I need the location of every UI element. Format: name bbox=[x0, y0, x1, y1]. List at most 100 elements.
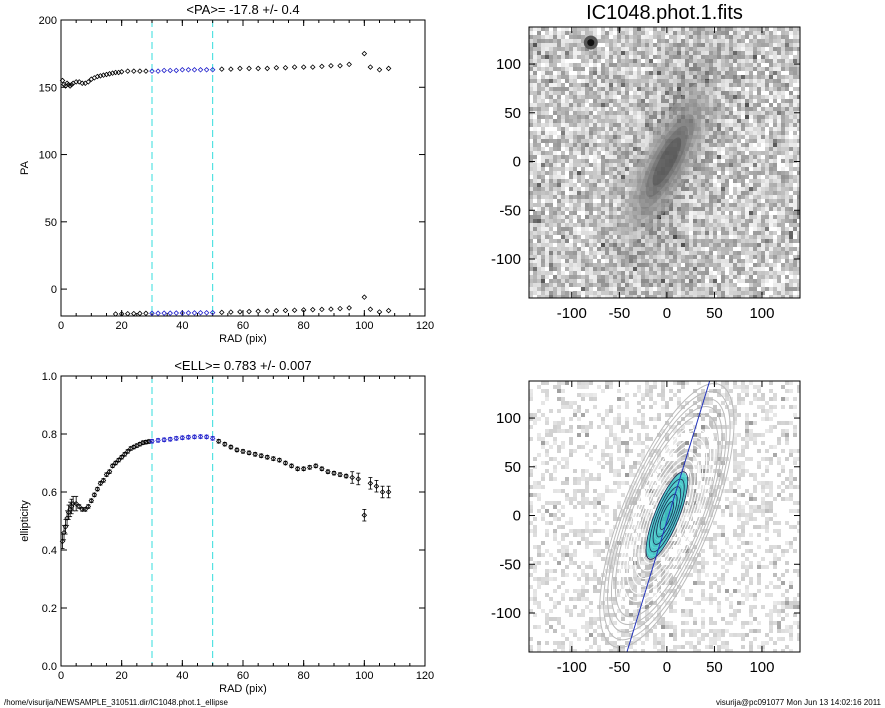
data-point bbox=[222, 441, 228, 447]
data-point bbox=[197, 67, 204, 73]
data-point bbox=[85, 503, 92, 510]
data-point bbox=[306, 464, 313, 471]
x-tick-label: 40 bbox=[176, 320, 188, 332]
y-tick-label: -100 bbox=[491, 251, 521, 268]
data-point bbox=[264, 454, 271, 460]
x-tick-label: 60 bbox=[237, 320, 249, 332]
inner-contour bbox=[645, 471, 689, 560]
data-point bbox=[215, 438, 222, 445]
galaxy-core bbox=[618, 79, 716, 244]
galaxy-core bbox=[632, 102, 702, 221]
x-axis-label: RAD (pix) bbox=[219, 333, 267, 345]
x-tick-label: 60 bbox=[237, 670, 249, 682]
data-point bbox=[282, 307, 289, 314]
data-point bbox=[59, 77, 66, 84]
y-tick-label: 0.8 bbox=[42, 429, 57, 441]
data-point bbox=[237, 65, 243, 72]
data-point bbox=[97, 480, 104, 487]
data-point bbox=[137, 310, 143, 317]
data-point bbox=[79, 506, 85, 513]
x-tick-label: 80 bbox=[298, 320, 310, 332]
data-point bbox=[118, 454, 125, 460]
data-point bbox=[106, 468, 113, 475]
data-point bbox=[167, 310, 173, 316]
data-point bbox=[185, 310, 192, 316]
data-point bbox=[209, 67, 216, 73]
data-point bbox=[276, 457, 283, 463]
data-point bbox=[68, 503, 75, 510]
data-point bbox=[319, 466, 325, 472]
x-tick-label: 120 bbox=[416, 320, 434, 332]
isophote-contour bbox=[634, 452, 700, 580]
data-point bbox=[100, 477, 107, 484]
data-point bbox=[376, 67, 383, 73]
data-point bbox=[70, 500, 76, 507]
data-point bbox=[82, 506, 89, 513]
data-point bbox=[228, 309, 234, 315]
data-point bbox=[173, 435, 180, 442]
data-point bbox=[203, 67, 210, 73]
data-point bbox=[373, 483, 380, 489]
data-point bbox=[273, 64, 280, 71]
plot-panel-3: 0 20 40 60 80 100 120 0.0 0.2 0.4 0.6 0.8 1.0 <ELL>= … bbox=[19, 358, 434, 695]
data-point bbox=[143, 439, 149, 445]
data-point bbox=[367, 64, 374, 70]
data-point bbox=[361, 294, 368, 300]
data-point bbox=[149, 310, 155, 317]
data-point bbox=[140, 439, 146, 446]
data-point bbox=[300, 64, 307, 70]
x-tick-label: -50 bbox=[608, 659, 630, 676]
y-tick-label: 100 bbox=[496, 410, 521, 427]
x-tick-label: 100 bbox=[749, 659, 774, 676]
data-point bbox=[379, 489, 386, 495]
data-point bbox=[167, 67, 173, 74]
image-title: IC1048.phot.1.fits bbox=[586, 2, 743, 24]
data-point bbox=[137, 68, 143, 74]
isophote-contour bbox=[618, 421, 715, 610]
panel-title: <PA>= -17.8 +/- 0.4 bbox=[186, 2, 299, 17]
y-tick-label: -50 bbox=[499, 202, 521, 219]
data-point bbox=[73, 79, 79, 85]
data-point bbox=[264, 65, 271, 72]
data-point bbox=[197, 310, 204, 316]
x-tick-label: -100 bbox=[557, 305, 587, 322]
data-point bbox=[118, 69, 125, 75]
data-point bbox=[282, 460, 289, 466]
data-point bbox=[361, 512, 368, 518]
data-point bbox=[112, 460, 119, 466]
data-point bbox=[106, 71, 113, 77]
data-point bbox=[121, 451, 128, 458]
data-point bbox=[228, 66, 234, 72]
y-tick-label: 0 bbox=[513, 508, 521, 525]
data-point bbox=[255, 308, 261, 315]
data-point bbox=[73, 500, 79, 507]
y-tick-label: -50 bbox=[499, 556, 521, 573]
data-point bbox=[367, 480, 374, 487]
data-point bbox=[179, 435, 186, 441]
data-point bbox=[118, 311, 125, 317]
data-point bbox=[167, 436, 173, 442]
data-point bbox=[328, 306, 334, 312]
data-point bbox=[349, 474, 355, 481]
data-point bbox=[88, 497, 95, 504]
data-point bbox=[310, 306, 316, 313]
data-point bbox=[149, 68, 155, 74]
data-point bbox=[376, 309, 383, 315]
x-tick-label: 100 bbox=[749, 305, 774, 322]
x-tick-label: 40 bbox=[176, 670, 188, 682]
data-point bbox=[291, 307, 298, 313]
data-point bbox=[179, 310, 186, 316]
x-tick-label: -50 bbox=[608, 305, 630, 322]
data-point bbox=[91, 492, 98, 498]
isophote-contour bbox=[614, 413, 719, 618]
x-tick-label: 100 bbox=[355, 670, 373, 682]
data-point bbox=[155, 310, 161, 317]
data-point bbox=[124, 310, 131, 317]
data-point bbox=[310, 64, 316, 70]
data-point bbox=[258, 452, 264, 459]
data-point bbox=[131, 310, 137, 317]
data-point bbox=[112, 69, 119, 76]
data-point bbox=[246, 308, 252, 315]
data-point bbox=[385, 65, 392, 72]
